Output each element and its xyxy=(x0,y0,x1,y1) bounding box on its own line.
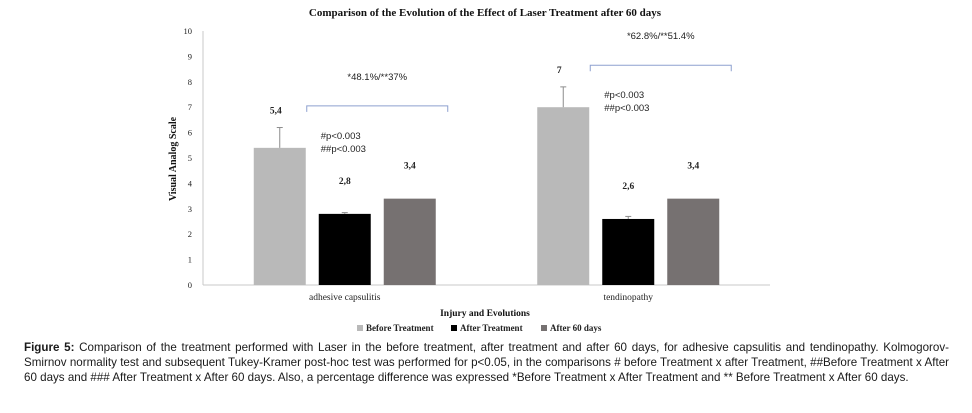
p-value-label: #p<0.003 xyxy=(321,131,361,142)
bar xyxy=(667,198,720,285)
p-value-label: #p<0.003 xyxy=(604,90,644,101)
y-axis-label: Visual Analog Scale xyxy=(168,116,179,201)
y-tick-label: 7 xyxy=(188,102,192,112)
legend-swatch xyxy=(541,325,547,331)
p-value-label: ##p<0.003 xyxy=(321,144,366,155)
bar xyxy=(253,147,306,285)
data-label: 7 xyxy=(557,66,562,76)
x-axis-ticks: adhesive capsulitis tendinopathy xyxy=(309,293,653,303)
caption-label: Figure 5: xyxy=(24,341,75,354)
legend-swatch xyxy=(357,325,363,331)
bar-chart: Comparison of the Evolution of the Effec… xyxy=(168,7,770,333)
data-label: 3,4 xyxy=(404,162,416,172)
bar xyxy=(383,198,436,285)
bar xyxy=(318,213,371,285)
data-label: 5,4 xyxy=(270,107,282,117)
bar xyxy=(602,218,655,285)
x-tick-label: tendinopathy xyxy=(603,293,653,303)
y-tick-label: 1 xyxy=(188,255,192,265)
data-label: 2,6 xyxy=(622,182,634,192)
y-tick-label: 10 xyxy=(184,26,193,36)
y-tick-label: 6 xyxy=(188,128,192,138)
legend: Before Treatment After Treatment After 60 … xyxy=(357,323,602,333)
legend-label: After 60 days xyxy=(550,323,602,333)
p-value-label: ##p<0.003 xyxy=(604,103,649,114)
data-label: 2,8 xyxy=(339,177,351,187)
x-axis-label: Injury and Evolutions xyxy=(440,309,530,319)
y-tick-label: 4 xyxy=(188,178,193,188)
legend-label: Before Treatment xyxy=(366,323,434,333)
percent-difference-label: *48.1%/**37% xyxy=(347,72,407,83)
bar xyxy=(537,107,590,285)
y-tick-label: 8 xyxy=(188,77,192,87)
y-tick-label: 5 xyxy=(188,153,192,163)
y-tick-label: 0 xyxy=(188,280,192,290)
legend-swatch xyxy=(451,325,457,331)
y-tick-label: 9 xyxy=(188,51,192,61)
percent-difference-label: *62.8%/**51.4% xyxy=(627,31,695,42)
annotations: *48.1%/**37% #p<0.003 ##p<0.003 *62.8%/**51… xyxy=(306,31,732,155)
y-tick-label: 3 xyxy=(188,204,192,214)
significance-bracket xyxy=(306,105,449,112)
y-tick-label: 2 xyxy=(188,229,192,239)
chart-title: Comparison of the Evolution of the Effec… xyxy=(309,7,662,19)
significance-bracket xyxy=(589,64,732,72)
caption-text: Comparison of the treatment performed wi… xyxy=(24,341,949,384)
data-label: 3,4 xyxy=(687,162,699,172)
bars: 5,4 2,8 3,4 7 2,6 3,4 xyxy=(253,66,720,285)
x-tick-label: adhesive capsulitis xyxy=(309,293,381,303)
legend-label: After Treatment xyxy=(460,323,523,333)
y-axis-ticks: 0 1 2 3 4 5 6 7 8 9 10 xyxy=(184,26,193,290)
figure-caption: Figure 5: Comparison of the treatment pe… xyxy=(24,340,949,385)
